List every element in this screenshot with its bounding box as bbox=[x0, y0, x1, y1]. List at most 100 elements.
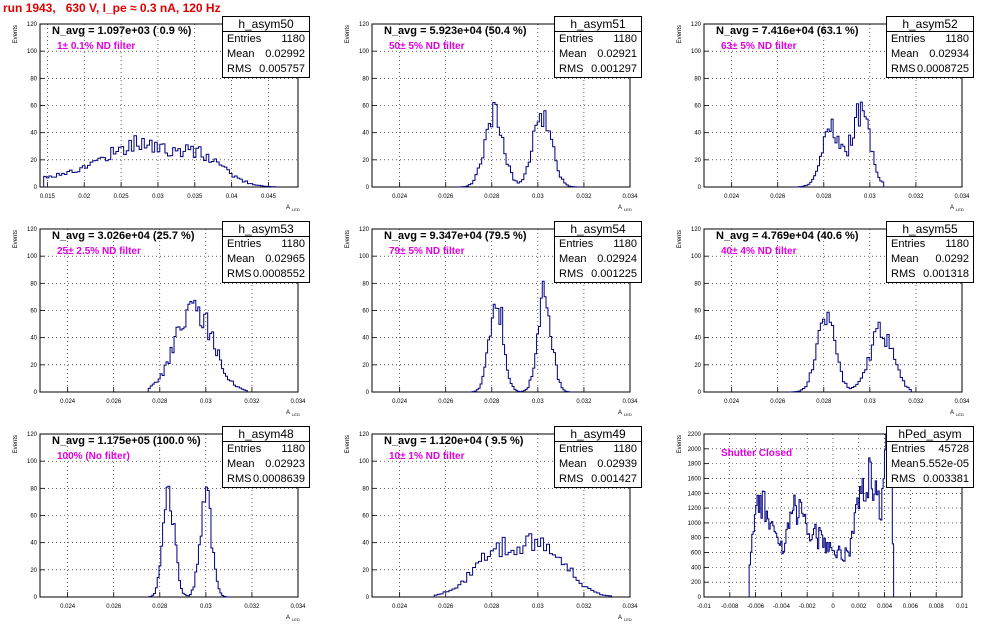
y-tick-label: 20 bbox=[694, 158, 701, 164]
x-tick-label: 0.032 bbox=[244, 399, 260, 405]
stats-key: Mean bbox=[891, 253, 919, 265]
stats-key: RMS bbox=[227, 473, 252, 485]
y-tick-label: 0 bbox=[698, 595, 702, 601]
x-axis-label: A bbox=[618, 615, 622, 621]
stats-row-rms: RMS 0.005757 bbox=[223, 62, 309, 77]
stats-row-rms: RMS 0.001297 bbox=[555, 62, 641, 77]
y-axis-label: Events bbox=[677, 230, 683, 248]
histogram-name: h_asym53 bbox=[223, 222, 309, 237]
stats-key: RMS bbox=[559, 473, 584, 485]
stats-value: 1180 bbox=[281, 443, 305, 455]
x-tick-label: 0.034 bbox=[622, 604, 638, 610]
stats-value: 0.001297 bbox=[591, 63, 637, 75]
stats-value: 0.0008725 bbox=[917, 63, 969, 75]
n-avg-label: N_avg = 1.120e+04 ( 9.5 %) bbox=[384, 435, 524, 447]
histogram-pad-h_asym55: 0.024 0.026 0.028 0.03 0.032 0.034 0 20 40 60 80 10… bbox=[664, 217, 996, 422]
y-tick-label: 60 bbox=[30, 104, 37, 110]
histogram-pad-h_asym53: 0.024 0.026 0.028 0.03 0.032 0.034 0 20 40 60 80 10… bbox=[0, 217, 332, 422]
x-axis-label-subscript: LED bbox=[624, 617, 632, 622]
y-tick-label: 1200 bbox=[688, 506, 702, 512]
stats-row-mean: Mean 0.02939 bbox=[555, 457, 641, 472]
stats-key: Mean bbox=[559, 253, 587, 265]
y-tick-label: 0 bbox=[366, 185, 370, 191]
x-tick-label: 0.028 bbox=[152, 604, 168, 610]
stats-row-entries: Entries 1180 bbox=[223, 32, 309, 47]
filter-label: 1± 0.1% ND filter bbox=[57, 41, 136, 52]
x-tick-label: -0.01 bbox=[697, 604, 711, 610]
histogram-svg: 0.015 0.02 0.025 0.03 0.035 0.04 0.045 0 20 40 60 8… bbox=[13, 22, 300, 212]
x-tick-label: 0.026 bbox=[106, 604, 122, 610]
y-tick-label: 0 bbox=[366, 390, 370, 396]
stats-row-entries: Entries 1180 bbox=[555, 237, 641, 252]
stats-value: 0.02965 bbox=[265, 253, 305, 265]
n-avg-label: N_avg = 1.097e+03 ( 0.9 %) bbox=[52, 25, 192, 37]
n-avg-label: N_avg = 9.347e+04 (79.5 %) bbox=[384, 230, 527, 242]
y-tick-label: 60 bbox=[694, 309, 701, 315]
stats-row-rms: RMS 0.001225 bbox=[555, 267, 641, 282]
n-avg-label: N_avg = 7.416e+04 (63.1 %) bbox=[716, 25, 859, 37]
x-tick-label: 0.024 bbox=[392, 399, 408, 405]
x-tick-label: 0.024 bbox=[392, 604, 408, 610]
x-axis-label-subscript: LED bbox=[292, 207, 300, 212]
histogram-line bbox=[147, 299, 248, 392]
histogram-svg: -0.01 -0.008 -0.006 -0.004 -0.002 0 0.002 0.004… bbox=[677, 432, 968, 610]
stats-key: Entries bbox=[891, 443, 926, 455]
x-tick-label: 0 bbox=[831, 604, 835, 610]
stats-row-mean: Mean 0.02934 bbox=[887, 47, 973, 62]
x-tick-label: 0.03 bbox=[200, 604, 212, 610]
x-tick-label: -0.008 bbox=[721, 604, 739, 610]
y-tick-label: 2200 bbox=[688, 432, 702, 438]
stats-value: 0.0008639 bbox=[253, 473, 305, 485]
y-tick-label: 100 bbox=[691, 49, 702, 55]
histogram-name: h_asym49 bbox=[555, 427, 641, 442]
y-axis-label: Events bbox=[13, 25, 19, 43]
y-tick-label: 80 bbox=[30, 76, 37, 82]
filter-label: 50± 5% ND filter bbox=[389, 41, 465, 52]
y-tick-label: 120 bbox=[691, 22, 702, 28]
stats-key: Entries bbox=[227, 238, 262, 250]
y-tick-label: 120 bbox=[359, 227, 370, 233]
y-tick-label: 0 bbox=[366, 595, 370, 601]
x-tick-label: 0.035 bbox=[187, 194, 203, 200]
stats-row-rms: RMS 0.003381 bbox=[887, 472, 973, 487]
y-tick-label: 1000 bbox=[688, 521, 702, 527]
stats-row-entries: Entries 1180 bbox=[223, 237, 309, 252]
stats-box: h_asym49 Entries 1180 Mean 0.02939 RMS 0.00142… bbox=[554, 426, 642, 488]
y-tick-label: 100 bbox=[359, 49, 370, 55]
stats-row-rms: RMS 0.0008725 bbox=[887, 62, 973, 77]
x-tick-label: 0.034 bbox=[622, 399, 638, 405]
x-tick-label: 0.004 bbox=[877, 604, 893, 610]
y-tick-label: 40 bbox=[30, 131, 37, 137]
stats-box: hPed_asym Entries 45728 Mean 5.552e-05 RMS 0.0… bbox=[886, 426, 974, 488]
stats-row-mean: Mean 0.02992 bbox=[223, 47, 309, 62]
y-tick-label: 20 bbox=[694, 363, 701, 369]
y-tick-label: 40 bbox=[362, 336, 369, 342]
stats-key: Entries bbox=[891, 33, 926, 45]
stats-row-mean: Mean 0.02924 bbox=[555, 252, 641, 267]
y-tick-label: 20 bbox=[30, 568, 37, 574]
x-tick-label: 0.03 bbox=[532, 399, 544, 405]
x-axis-label: A bbox=[286, 615, 290, 621]
y-tick-label: 800 bbox=[691, 536, 702, 542]
y-tick-label: 0 bbox=[698, 390, 702, 396]
x-tick-label: 0.028 bbox=[484, 399, 500, 405]
stats-row-mean: Mean 0.02921 bbox=[555, 47, 641, 62]
stats-box: h_asym51 Entries 1180 Mean 0.02921 RMS 0.00129… bbox=[554, 16, 642, 78]
x-tick-label: 0.032 bbox=[244, 604, 260, 610]
stats-key: Entries bbox=[891, 238, 926, 250]
y-tick-label: 20 bbox=[362, 363, 369, 369]
x-tick-label: 0.026 bbox=[770, 194, 786, 200]
histogram-line bbox=[43, 135, 277, 188]
y-tick-label: 20 bbox=[362, 568, 369, 574]
stats-value: 5.552e-05 bbox=[919, 458, 969, 470]
filter-label: 63± 5% ND filter bbox=[721, 41, 797, 52]
histogram-pad-h_asym52: 0.024 0.026 0.028 0.03 0.032 0.034 0 20 40 60 80 10… bbox=[664, 12, 996, 217]
y-tick-label: 80 bbox=[362, 486, 369, 492]
y-tick-label: 20 bbox=[30, 363, 37, 369]
histogram-svg: 0.024 0.026 0.028 0.03 0.032 0.034 0 20 40 60 80 10… bbox=[13, 432, 306, 622]
histogram-pad-hPed_asym: -0.01 -0.008 -0.006 -0.004 -0.002 0 0.002 0.004… bbox=[664, 422, 996, 627]
stats-key: Mean bbox=[227, 48, 255, 60]
stats-key: Entries bbox=[227, 443, 262, 455]
x-tick-label: 0.024 bbox=[724, 194, 740, 200]
stats-value: 1180 bbox=[613, 443, 637, 455]
